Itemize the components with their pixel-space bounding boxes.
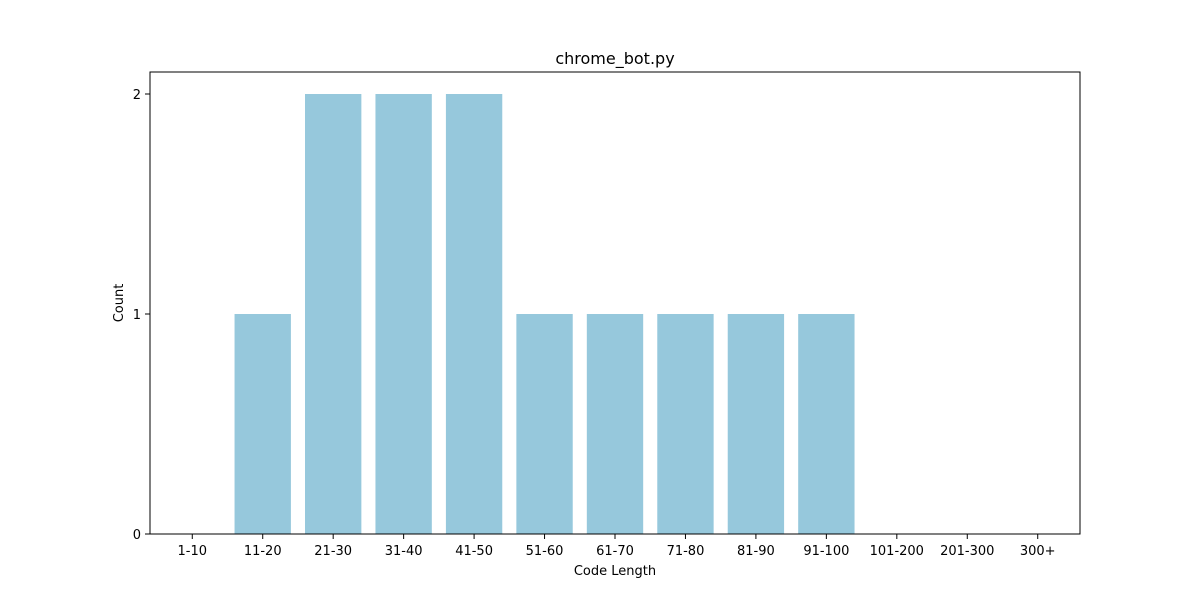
bar-31-40: [375, 94, 432, 534]
bars-layer: [234, 94, 855, 534]
bar-71-80: [657, 314, 714, 534]
bar-91-100: [798, 314, 855, 534]
bar-21-30: [305, 94, 362, 534]
bar-61-70: [586, 314, 644, 534]
y-tick-label: 1: [133, 308, 141, 323]
x-tick-label: 71-80: [667, 544, 705, 559]
x-tick-label: 51-60: [526, 544, 564, 559]
plot-frame: [149, 71, 1081, 535]
x-axis-ticks: 1-10 11-20 21-30 31-40 41-50 51-60 61-70 71-80 8…: [178, 534, 1056, 559]
bar-51-60: [516, 314, 573, 534]
x-tick-label: 300+: [1020, 544, 1056, 559]
x-tick-label: 91-100: [803, 544, 849, 559]
x-tick-label: 201-300: [940, 544, 994, 559]
chart-title: chrome_bot.py: [555, 49, 674, 69]
x-tick-label: 41-50: [455, 544, 493, 559]
bar-81-90: [727, 314, 785, 534]
x-tick-label: 101-200: [870, 544, 924, 559]
y-tick-label: 0: [133, 528, 141, 543]
y-axis-ticks: 0 1 2: [133, 88, 150, 543]
bar-41-50: [445, 94, 503, 534]
y-tick-label: 2: [133, 88, 141, 103]
x-tick-label: 1-10: [178, 544, 208, 559]
x-axis-label: Code Length: [574, 564, 656, 579]
x-tick-label: 21-30: [314, 544, 352, 559]
x-tick-label: 31-40: [385, 544, 423, 559]
x-tick-label: 81-90: [737, 544, 775, 559]
bar-11-20: [234, 314, 291, 534]
x-tick-label: 61-70: [596, 544, 634, 559]
y-axis-label: Count: [112, 284, 127, 323]
x-tick-label: 11-20: [244, 544, 282, 559]
